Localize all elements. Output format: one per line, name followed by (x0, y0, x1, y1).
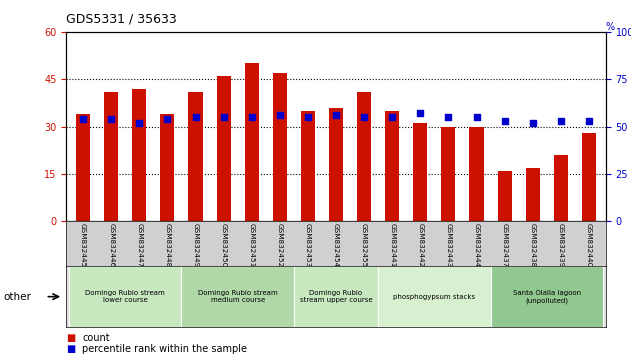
Text: Domingo Rubio stream
medium course: Domingo Rubio stream medium course (198, 290, 278, 303)
Text: GSM832453: GSM832453 (305, 223, 311, 268)
Text: Santa Olalla lagoon
(unpolluted): Santa Olalla lagoon (unpolluted) (513, 290, 581, 304)
Text: other: other (3, 292, 31, 302)
Point (387, 114, 398, 120)
Point (359, 114, 369, 120)
Point (303, 114, 313, 120)
Text: GSM832442: GSM832442 (417, 223, 423, 268)
Point (331, 112, 341, 118)
Bar (273, 73, 287, 221)
Bar (554, 155, 568, 221)
Point (415, 110, 425, 116)
Text: GSM832443: GSM832443 (445, 223, 451, 268)
Point (584, 118, 594, 124)
Bar (182, 266, 294, 327)
Bar (76, 114, 90, 221)
Bar (301, 111, 315, 221)
Point (500, 118, 510, 124)
Text: GSM832440: GSM832440 (586, 223, 592, 268)
Bar (378, 266, 490, 327)
Bar (69, 266, 182, 327)
Bar (490, 266, 603, 327)
Bar (357, 92, 371, 221)
Point (444, 114, 454, 120)
Point (528, 120, 538, 126)
Text: Domingo Rubio
stream upper course: Domingo Rubio stream upper course (300, 290, 372, 303)
Point (162, 116, 172, 122)
Bar (133, 89, 146, 221)
Text: percentile rank within the sample: percentile rank within the sample (82, 344, 247, 354)
Bar (413, 124, 427, 221)
Text: GSM832439: GSM832439 (558, 223, 564, 268)
Bar (104, 92, 118, 221)
Text: GDS5331 / 35633: GDS5331 / 35633 (66, 12, 177, 25)
Bar (189, 92, 203, 221)
Text: GSM832451: GSM832451 (249, 223, 255, 268)
Point (471, 114, 481, 120)
Text: phosphogypsum stacks: phosphogypsum stacks (393, 294, 475, 300)
Text: count: count (82, 333, 110, 343)
Text: GSM832455: GSM832455 (361, 223, 367, 268)
Text: GSM832447: GSM832447 (136, 223, 143, 268)
Text: GSM832445: GSM832445 (80, 223, 86, 268)
Text: Domingo Rubio stream
lower course: Domingo Rubio stream lower course (85, 290, 165, 303)
Bar (245, 63, 259, 221)
Bar (469, 127, 483, 221)
Bar (498, 171, 512, 221)
Bar (329, 108, 343, 221)
Point (247, 114, 257, 120)
Text: GSM832448: GSM832448 (165, 223, 170, 268)
Bar (582, 133, 596, 221)
Text: GSM832449: GSM832449 (192, 223, 199, 268)
Text: GSM832450: GSM832450 (221, 223, 227, 268)
Point (134, 120, 144, 126)
Bar (160, 114, 174, 221)
Point (106, 116, 116, 122)
Text: GSM832452: GSM832452 (277, 223, 283, 268)
Text: ■: ■ (66, 333, 76, 343)
Text: GSM832438: GSM832438 (529, 223, 536, 268)
Point (218, 114, 228, 120)
Text: %: % (606, 22, 615, 32)
Point (191, 114, 201, 120)
Text: GSM832446: GSM832446 (108, 223, 114, 268)
Bar (526, 167, 540, 221)
Text: GSM832444: GSM832444 (473, 223, 480, 268)
Bar (441, 127, 456, 221)
Point (274, 112, 285, 118)
Bar (294, 266, 378, 327)
Text: GSM832441: GSM832441 (389, 223, 395, 268)
Text: GSM832437: GSM832437 (502, 223, 507, 268)
Text: ■: ■ (66, 344, 76, 354)
Text: GSM832454: GSM832454 (333, 223, 339, 268)
Point (556, 118, 566, 124)
Point (78, 116, 88, 122)
Bar (385, 111, 399, 221)
Bar (216, 76, 231, 221)
